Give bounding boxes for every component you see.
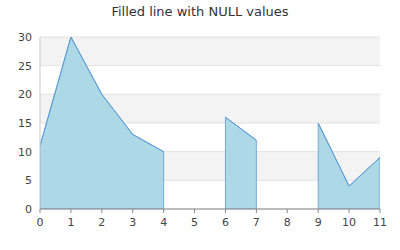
x-tick bbox=[380, 209, 381, 213]
area-fill bbox=[225, 117, 256, 209]
plot-area bbox=[40, 37, 380, 209]
y-tick-label: 20 bbox=[18, 88, 32, 101]
x-tick-label: 9 bbox=[315, 216, 322, 229]
x-tick bbox=[101, 209, 102, 213]
grid-band bbox=[40, 37, 380, 66]
area-fill bbox=[40, 37, 164, 209]
x-tick bbox=[256, 209, 257, 213]
x-axis bbox=[40, 209, 380, 210]
x-tick-label: 6 bbox=[222, 216, 229, 229]
x-tick-label: 5 bbox=[191, 216, 198, 229]
x-tick bbox=[70, 209, 71, 213]
y-tick-label: 10 bbox=[18, 146, 32, 159]
chart-container: Filled line with NULL values051015202530… bbox=[0, 0, 400, 250]
x-tick-label: 3 bbox=[129, 216, 136, 229]
x-tick-label: 0 bbox=[37, 216, 44, 229]
x-tick bbox=[163, 209, 164, 213]
x-tick-label: 11 bbox=[373, 216, 387, 229]
title: Filled line with NULL values bbox=[111, 4, 288, 19]
chart-svg: Filled line with NULL values051015202530… bbox=[0, 0, 400, 250]
grid-line bbox=[40, 37, 380, 38]
x-tick-label: 10 bbox=[342, 216, 356, 229]
y-tick-label: 25 bbox=[18, 60, 32, 73]
x-tick-label: 1 bbox=[67, 216, 74, 229]
x-tick bbox=[287, 209, 288, 213]
y-tick-label: 5 bbox=[25, 174, 32, 187]
y-tick-label: 0 bbox=[25, 203, 32, 216]
grid-line bbox=[40, 65, 380, 66]
y-tick-label: 15 bbox=[18, 117, 32, 130]
x-tick-label: 4 bbox=[160, 216, 167, 229]
x-tick-label: 8 bbox=[284, 216, 291, 229]
x-tick bbox=[349, 209, 350, 213]
x-tick-label: 2 bbox=[98, 216, 105, 229]
area-line bbox=[225, 117, 256, 140]
x-tick bbox=[194, 209, 195, 213]
x-tick bbox=[40, 209, 41, 213]
x-tick bbox=[318, 209, 319, 213]
x-tick-label: 7 bbox=[253, 216, 260, 229]
area-fill bbox=[318, 123, 380, 209]
area-line bbox=[318, 123, 380, 186]
grid-line bbox=[40, 209, 380, 210]
y-axis bbox=[40, 37, 41, 209]
x-tick bbox=[225, 209, 226, 213]
x-tick bbox=[132, 209, 133, 213]
area-line bbox=[40, 37, 164, 152]
y-tick-label: 30 bbox=[18, 31, 32, 44]
